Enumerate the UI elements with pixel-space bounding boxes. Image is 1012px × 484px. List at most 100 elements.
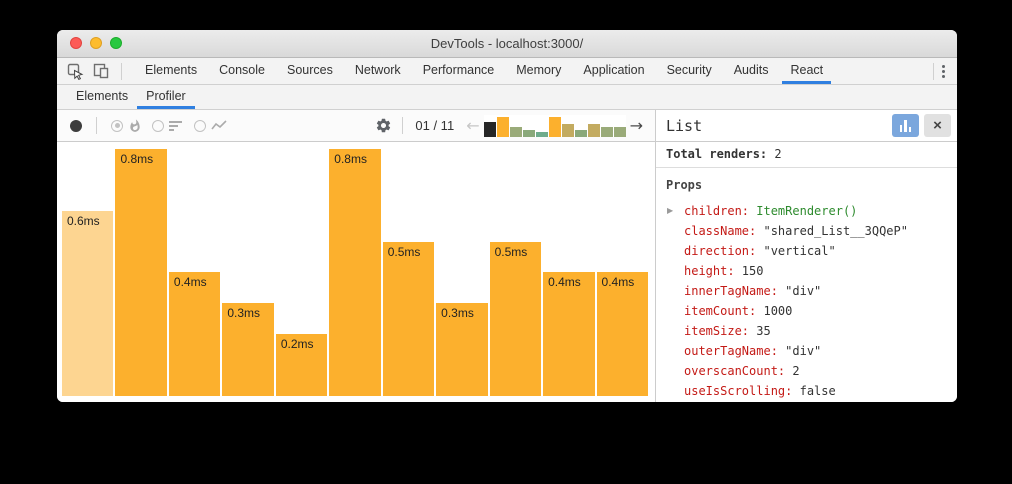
devtools-menu-icon[interactable]	[938, 64, 957, 78]
bar-chart-icon	[899, 119, 912, 132]
commit-bar-chart: 0.6ms 0.8ms 0.4ms 0.3ms 0.2ms 0.8ms 0.5ms 0.3ms…	[62, 148, 648, 396]
chart-type-ranked[interactable]	[152, 119, 184, 132]
prop-value: "div"	[777, 344, 822, 358]
prop-row-children[interactable]: ▶ children: ItemRenderer()	[666, 201, 957, 221]
commit-bar-4[interactable]: 0.3ms	[222, 303, 274, 396]
react-panel-tabbar: Elements Profiler	[57, 85, 957, 110]
commit-bar-9[interactable]: 0.5ms	[489, 242, 542, 396]
flamegraph-icon	[128, 118, 142, 133]
bar-duration-label: 0.3ms	[441, 306, 474, 320]
profiler-toolbar: 01 / 11 ← →	[57, 110, 655, 142]
bar-duration-label: 0.4ms	[601, 275, 635, 289]
window-title: DevTools - localhost:3000/	[430, 36, 584, 51]
prop-name: innerTagName:	[684, 284, 778, 298]
close-details-button[interactable]: ×	[924, 114, 951, 137]
minimap-bar-6[interactable]	[548, 116, 561, 137]
minimap-bar-1[interactable]	[483, 121, 496, 137]
ranked-radio[interactable]	[152, 119, 164, 132]
ranked-chart-icon	[169, 120, 184, 132]
commit-bar-5[interactable]: 0.2ms	[275, 334, 328, 396]
devtools-window: DevTools - localhost:3000/	[57, 30, 957, 402]
commit-bar-7[interactable]: 0.5ms	[382, 242, 435, 396]
minimap-bar-11[interactable]	[613, 126, 626, 137]
prop-row-className: className: "shared_List__3QQeP"	[666, 221, 957, 241]
prop-row-overscanCount: overscanCount: 2	[666, 361, 957, 381]
profiler-chart-pane: 0.6ms 0.8ms 0.4ms 0.3ms 0.2ms 0.8ms 0.5ms 0.3ms…	[57, 142, 655, 402]
minimap-bar-9[interactable]	[587, 123, 600, 137]
panel-tab-profiler[interactable]: Profiler	[137, 85, 195, 109]
prop-name: height:	[684, 264, 735, 278]
next-snapshot-icon[interactable]: →	[629, 115, 643, 135]
chart-type-flamegraph[interactable]	[111, 118, 142, 133]
commit-bar-8[interactable]: 0.3ms	[436, 303, 488, 396]
commit-bar-6[interactable]: 0.8ms	[329, 149, 381, 396]
minimap-bar-5[interactable]	[535, 131, 548, 137]
devtools-tab-application[interactable]: Application	[583, 63, 645, 77]
traffic-lights	[70, 37, 122, 49]
devtools-tab-security[interactable]: Security	[666, 63, 712, 77]
panel-tab-elements[interactable]: Elements	[76, 89, 129, 103]
component-chart-button[interactable]	[892, 114, 919, 137]
devtools-tab-console[interactable]: Console	[219, 63, 265, 77]
bar-duration-label: 0.8ms	[334, 152, 367, 166]
record-icon[interactable]	[70, 119, 82, 132]
devtools-tab-performance[interactable]: Performance	[422, 63, 495, 77]
prop-value: false	[792, 384, 836, 398]
devtools-tab-react[interactable]: React	[782, 58, 832, 84]
prop-row-outerTagName: outerTagName: "div"	[666, 341, 957, 361]
minimap-bar-10[interactable]	[600, 126, 613, 137]
bar-duration-label: 0.4ms	[173, 275, 207, 289]
bar-duration-label: 0.5ms	[387, 245, 421, 259]
minimap-bar-3[interactable]	[509, 126, 522, 137]
bar-duration-label: 0.2ms	[280, 337, 314, 351]
prop-name: overscanCount:	[684, 364, 786, 378]
total-renders-row: Total renders: 2	[656, 142, 957, 168]
commit-bar-2[interactable]: 0.8ms	[115, 149, 167, 396]
devtools-tab-memory[interactable]: Memory	[516, 63, 562, 77]
prop-value: ItemRenderer()	[749, 204, 858, 218]
minimap-bar-4[interactable]	[522, 129, 535, 137]
prop-value: 2	[785, 364, 800, 378]
inspect-element-icon[interactable]	[65, 61, 85, 81]
interactions-radio[interactable]	[194, 119, 206, 132]
minimize-window-button[interactable]	[90, 37, 102, 49]
flamegraph-radio[interactable]	[111, 119, 123, 132]
content-area: 0.6ms 0.8ms 0.4ms 0.3ms 0.2ms 0.8ms 0.5ms 0.3ms…	[57, 142, 957, 402]
toolbar-divider	[96, 117, 97, 134]
devtools-tab-sources[interactable]: Sources	[286, 63, 333, 77]
props-section: Props ▶ children: ItemRenderer() className…	[656, 168, 957, 402]
close-window-button[interactable]	[70, 37, 82, 49]
commit-bar-3[interactable]: 0.4ms	[168, 272, 221, 396]
devtools-tab-network[interactable]: Network	[354, 63, 401, 77]
bar-duration-label: 0.8ms	[120, 152, 154, 166]
devtools-tab-audits[interactable]: Audits	[733, 63, 769, 77]
expand-triangle-icon[interactable]: ▶	[667, 206, 674, 215]
prop-row-useIsScrolling: useIsScrolling: false	[666, 381, 957, 401]
minimap-bar-7[interactable]	[561, 123, 574, 137]
prop-name: direction:	[684, 244, 757, 258]
interactions-chart-icon	[211, 119, 227, 132]
zoom-window-button[interactable]	[110, 37, 122, 49]
devtools-tab-elements[interactable]: Elements	[145, 63, 198, 77]
chart-type-interactions[interactable]	[194, 119, 227, 132]
props-list: ▶ children: ItemRenderer() className: "sha…	[666, 201, 957, 402]
commit-bar-10[interactable]: 0.4ms	[543, 272, 595, 396]
devtools-tabbar: Elements Console Sources Network Performance…	[57, 58, 957, 85]
selected-component-name: List	[666, 116, 703, 135]
prop-name: itemCount:	[684, 304, 757, 318]
minimap-bar-8[interactable]	[574, 129, 587, 137]
bar-duration-label: 0.4ms	[548, 275, 581, 289]
minimap-bar-2[interactable]	[496, 116, 509, 137]
prop-value: "shared_List__3QQeP"	[756, 224, 908, 238]
snapshot-minimap[interactable]	[483, 114, 626, 137]
commit-bar-11[interactable]: 0.4ms	[596, 272, 648, 396]
gear-icon[interactable]	[375, 117, 392, 134]
prev-snapshot-icon[interactable]: ←	[466, 115, 480, 135]
commit-bar-1[interactable]: 0.6ms	[62, 211, 114, 396]
prop-name: className:	[684, 224, 757, 238]
toolbar-divider	[121, 62, 122, 80]
component-details-pane: Total renders: 2 Props ▶ children: ItemRe…	[655, 142, 957, 402]
device-toolbar-icon[interactable]	[91, 61, 111, 81]
prop-value: 150	[734, 264, 764, 278]
prop-name: itemSize:	[684, 324, 750, 338]
